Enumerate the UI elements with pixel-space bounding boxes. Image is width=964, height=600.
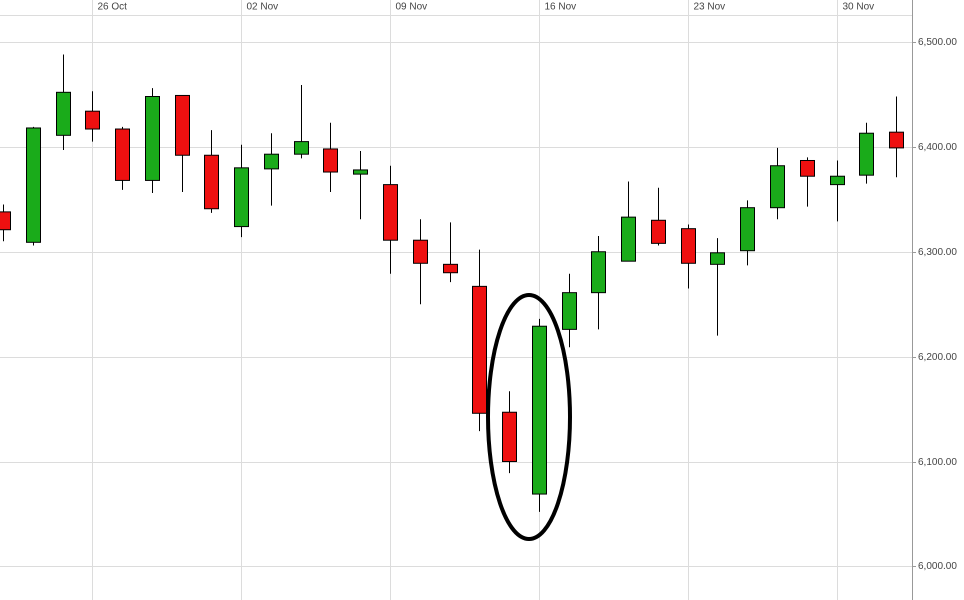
- candle-body: [710, 252, 725, 265]
- highlight-ellipse: [486, 293, 572, 541]
- candle-body: [294, 141, 309, 155]
- candle-body: [264, 153, 279, 170]
- candle-body: [859, 132, 874, 176]
- x-tick-label: 02 Nov: [247, 2, 279, 13]
- y-tick-label: 6,100.00: [918, 457, 957, 468]
- candle-body: [889, 131, 904, 149]
- candle-body: [621, 216, 636, 262]
- candle-body: [651, 219, 666, 244]
- x-tick-label: 23 Nov: [694, 2, 726, 13]
- x-tick-label: 09 Nov: [396, 2, 428, 13]
- y-tick-label: 6,000.00: [918, 561, 957, 572]
- candle-body: [443, 263, 458, 274]
- candle-body: [383, 184, 398, 241]
- y-tick-label: 6,200.00: [918, 352, 957, 363]
- candle-body: [472, 285, 487, 414]
- candle-body: [800, 159, 815, 177]
- candle-body: [234, 167, 249, 228]
- candle-body: [85, 110, 100, 130]
- y-tick-label: 6,300.00: [918, 247, 957, 258]
- x-tick-label: 26 Oct: [98, 2, 128, 13]
- candle-body: [591, 251, 606, 294]
- candle-body: [532, 325, 547, 495]
- candle-body: [562, 292, 577, 330]
- candle-body: [0, 211, 11, 231]
- candle-body: [740, 207, 755, 252]
- x-tick-label: 16 Nov: [545, 2, 577, 13]
- candle-body: [26, 127, 41, 243]
- candle-body: [502, 411, 517, 463]
- y-tick-label: 6,500.00: [918, 37, 957, 48]
- candle-body: [204, 154, 219, 210]
- candle-body: [353, 169, 368, 175]
- y-tick-label: 6,400.00: [918, 142, 957, 153]
- candle-body: [115, 128, 130, 181]
- candle-body: [830, 175, 845, 186]
- candle-body: [681, 228, 696, 264]
- candle-body: [323, 148, 338, 173]
- candle-body: [56, 91, 71, 136]
- candle-body: [770, 165, 785, 209]
- x-tick-label: 30 Nov: [843, 2, 875, 13]
- candle-body: [413, 239, 428, 264]
- candle-body: [175, 94, 190, 156]
- candle-body: [145, 96, 160, 181]
